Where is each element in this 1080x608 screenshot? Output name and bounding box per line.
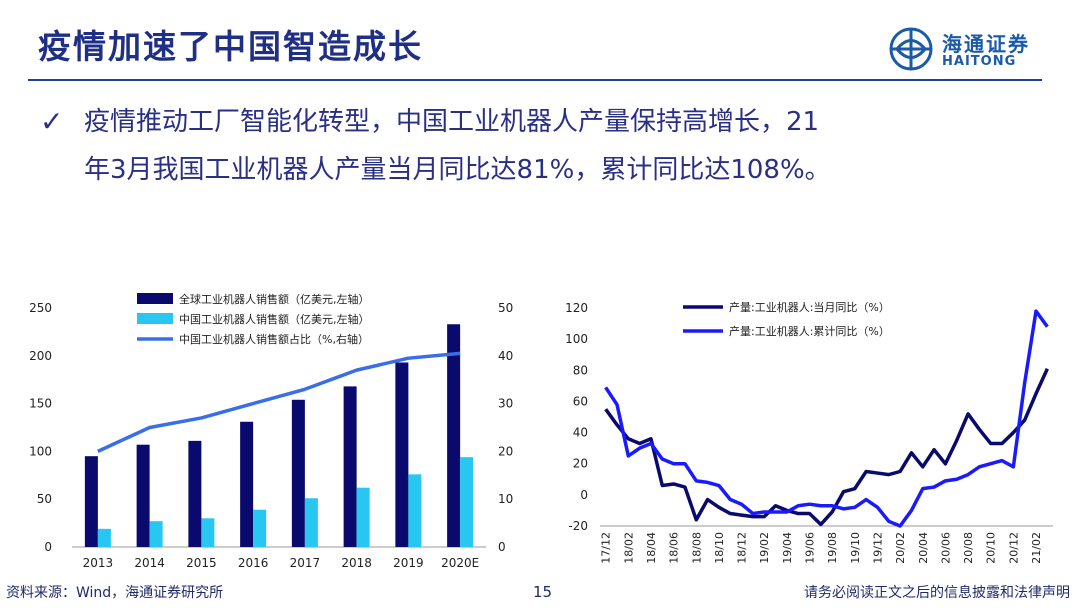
global-sales-bar bbox=[291, 399, 305, 547]
china-sales-bar bbox=[356, 487, 370, 547]
x-axis-tick-label: 19/04 bbox=[781, 532, 794, 564]
x-axis-tick-label: 20/12 bbox=[1007, 532, 1020, 564]
x-axis-tick-label: 2017 bbox=[290, 556, 321, 570]
x-axis-tick-label: 2013 bbox=[83, 556, 114, 570]
x-axis-tick-label: 18/10 bbox=[713, 532, 726, 564]
x-axis-tick-label: 2020E bbox=[441, 556, 479, 570]
x-axis-tick-label: 18/12 bbox=[736, 532, 749, 564]
y-axis-tick-label: 40 bbox=[573, 426, 588, 440]
china-sales-bar bbox=[408, 474, 422, 547]
china-sales-bar bbox=[201, 518, 215, 547]
legend-label: 中国工业机器人销售额（亿美元,左轴） bbox=[179, 312, 370, 326]
global-sales-bar bbox=[240, 421, 254, 547]
x-axis-tick-label: 18/08 bbox=[690, 532, 703, 564]
logo-emblem-icon bbox=[889, 27, 933, 71]
y-axis-tick-label: 0 bbox=[580, 488, 588, 502]
x-axis-tick-label: 21/02 bbox=[1030, 532, 1043, 564]
global-sales-bar bbox=[447, 324, 461, 547]
page-number: 15 bbox=[533, 583, 553, 601]
right-axis-tick-label: 20 bbox=[498, 444, 513, 458]
disclaimer: 请务必阅读正文之后的信息披露和法律声明 bbox=[804, 585, 1070, 601]
chart-lines bbox=[604, 309, 1049, 528]
chart-bars bbox=[84, 324, 474, 547]
company-logo: 海通证券 HAITONG bbox=[888, 26, 1048, 72]
china-sales-bar bbox=[149, 521, 163, 547]
left-axis-tick-label: 250 bbox=[29, 301, 52, 315]
y-axis-tick-label: 80 bbox=[573, 363, 588, 377]
x-axis-tick-label: 2014 bbox=[134, 556, 165, 570]
x-axis-tick-label: 2019 bbox=[393, 556, 424, 570]
x-axis-tick-label: 18/06 bbox=[668, 532, 681, 564]
robot-sales-chart: 全球工业机器人销售额（亿美元,左轴） 中国工业机器人销售额（亿美元,左轴） 中国工业… bbox=[29, 292, 513, 570]
china-sales-bar bbox=[460, 457, 474, 547]
y-axis-tick-label: 20 bbox=[573, 457, 588, 471]
right-axis-tick-label: 40 bbox=[498, 349, 513, 363]
x-axis-tick-label: 19/06 bbox=[804, 532, 817, 564]
right-axis-tick-label: 10 bbox=[498, 492, 513, 506]
legend-label: 全球工业机器人销售额（亿美元,左轴） bbox=[179, 292, 370, 306]
cumulative-yoy-line bbox=[604, 309, 1049, 528]
global-sales-bar bbox=[395, 362, 409, 547]
x-axis-tick-label: 17/12 bbox=[600, 532, 613, 564]
chart-axes: 0 50 100 150 200 250 0 10 20 30 40 50 2013 2014 2015 20… bbox=[29, 301, 513, 570]
china-sales-bar bbox=[304, 498, 318, 547]
y-axis-tick-label: 120 bbox=[565, 301, 588, 315]
x-axis-tick-label: 19/02 bbox=[758, 532, 771, 564]
monthly-yoy-line bbox=[604, 368, 1049, 527]
global-sales-bar bbox=[84, 456, 98, 547]
key-point-line-1: 疫情推动工厂智能化转型，中国工业机器人产量保持高增长，21 bbox=[84, 107, 820, 137]
x-axis-tick-label: 18/04 bbox=[645, 532, 658, 564]
right-axis-tick-label: 0 bbox=[498, 540, 506, 554]
left-axis-tick-label: 50 bbox=[37, 492, 52, 506]
robot-output-yoy-chart: 产量:工业机器人:当月同比（%） 产量:工业机器人:累计同比（%） -20 0 20 4… bbox=[565, 300, 1053, 564]
china-sales-bar bbox=[97, 528, 111, 547]
right-axis-tick-label: 30 bbox=[498, 397, 513, 411]
x-axis-tick-label: 20/06 bbox=[939, 532, 952, 564]
logo-chinese-name: 海通证券 bbox=[942, 32, 1030, 56]
title-divider bbox=[28, 79, 1042, 81]
key-point-line-2: 年3月我国工业机器人产量当月同比达81%，累计同比达108%。 bbox=[84, 155, 831, 185]
global-sales-bar bbox=[136, 444, 150, 547]
global-sales-bar bbox=[343, 386, 357, 547]
logo-english-name: HAITONG bbox=[942, 54, 1017, 69]
x-axis-tick-label: 2016 bbox=[238, 556, 269, 570]
chart-axes: -20 0 20 40 60 80 100 120 17/12 18/02 18/04 18/06 18… bbox=[565, 301, 1053, 564]
left-axis-tick-label: 0 bbox=[44, 540, 52, 554]
left-axis-tick-label: 100 bbox=[29, 444, 52, 458]
chart-legend: 全球工业机器人销售额（亿美元,左轴） 中国工业机器人销售额（亿美元,左轴） 中国工业… bbox=[137, 292, 370, 346]
legend-label: 产量:工业机器人:当月同比（%） bbox=[729, 300, 890, 314]
china-sales-bar bbox=[253, 509, 267, 547]
x-axis-tick-label: 19/08 bbox=[826, 532, 839, 564]
y-axis-tick-label: 100 bbox=[565, 332, 588, 346]
x-axis-tick-label: 18/02 bbox=[622, 532, 635, 564]
chart-share-line bbox=[97, 351, 461, 453]
page-title: 疫情加速了中国智造成长 bbox=[38, 27, 423, 66]
x-axis-tick-label: 2015 bbox=[186, 556, 217, 570]
global-sales-bar bbox=[188, 440, 202, 547]
x-axis-tick-label: 20/02 bbox=[894, 532, 907, 564]
x-axis-tick-label: 20/04 bbox=[917, 532, 930, 564]
y-axis-tick-label: 60 bbox=[573, 394, 588, 408]
chart-legend: 产量:工业机器人:当月同比（%） 产量:工业机器人:累计同比（%） bbox=[683, 300, 890, 338]
x-axis-tick-label: 2018 bbox=[341, 556, 372, 570]
china-share-line bbox=[97, 351, 461, 453]
legend-swatch bbox=[137, 313, 173, 324]
left-axis-tick-label: 150 bbox=[29, 397, 52, 411]
y-axis-tick-label: -20 bbox=[568, 519, 588, 533]
checkmark-icon: ✓ bbox=[40, 105, 64, 138]
x-axis-tick-label: 19/12 bbox=[871, 532, 884, 564]
x-axis-tick-label: 19/10 bbox=[849, 532, 862, 564]
left-axis-tick-label: 200 bbox=[29, 349, 52, 363]
x-axis-tick-label: 20/08 bbox=[962, 532, 975, 564]
legend-label: 产量:工业机器人:累计同比（%） bbox=[729, 324, 890, 338]
right-axis-tick-label: 50 bbox=[498, 301, 513, 315]
source-note: 资料来源：Wind，海通证券研究所 bbox=[6, 585, 224, 601]
legend-swatch bbox=[137, 293, 173, 304]
x-axis-tick-label: 20/10 bbox=[985, 532, 998, 564]
legend-label: 中国工业机器人销售额占比（%,右轴） bbox=[179, 332, 369, 346]
